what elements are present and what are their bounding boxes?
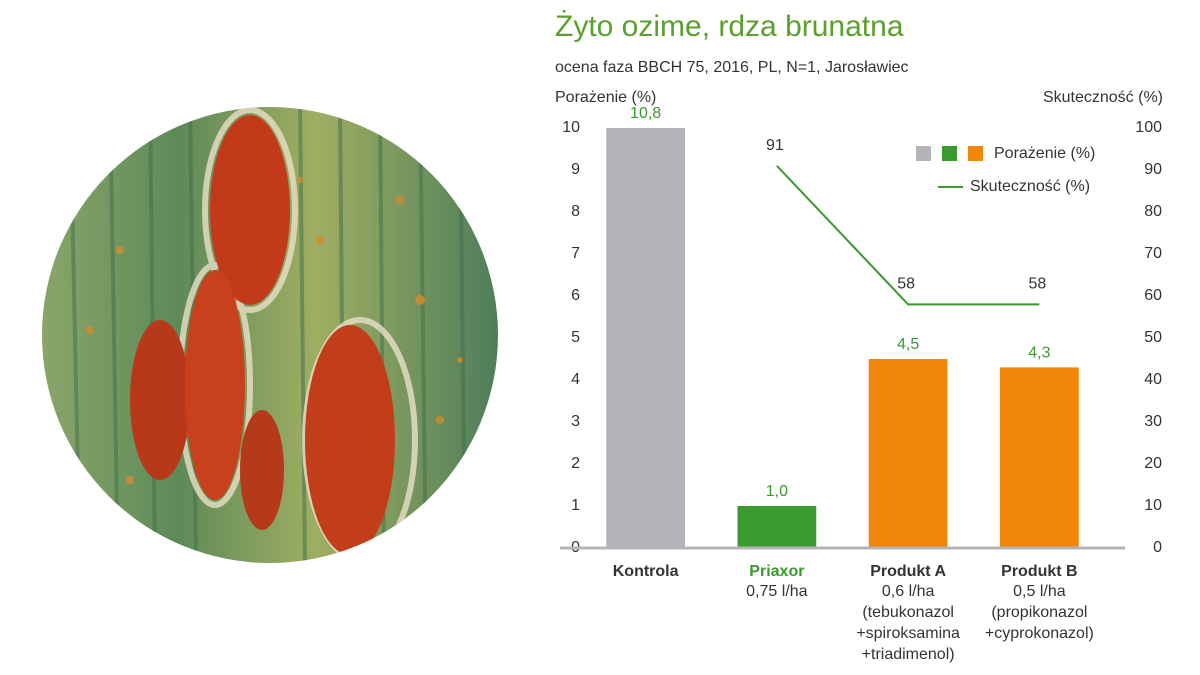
- data-label: 1,0: [766, 483, 788, 500]
- y2-tick-label: 70: [1144, 245, 1162, 262]
- y-tick-label: 6: [571, 287, 580, 304]
- line-label: 58: [897, 276, 915, 293]
- y-tick-label: 4: [571, 371, 580, 388]
- x-tick-detail: 0,75 l/ha: [746, 583, 807, 600]
- x-tick-detail: +spiroksamina: [856, 625, 960, 642]
- y-tick-label: 9: [571, 161, 580, 178]
- y-tick-label: 8: [571, 203, 580, 220]
- y-tick-label: 5: [571, 329, 580, 346]
- bar: [1000, 367, 1079, 548]
- y-axis-label: Porażenie (%): [555, 89, 656, 106]
- y-tick-label: 1: [571, 497, 580, 514]
- bar: [606, 128, 685, 549]
- x-tick-detail: +cyprokonazol): [985, 625, 1094, 642]
- x-tick-detail: 0,5 l/ha: [1013, 583, 1066, 600]
- data-label: 10,8: [630, 105, 661, 122]
- legend-label: Porażenie (%): [994, 145, 1095, 162]
- legend-swatch: [968, 146, 983, 161]
- x-tick-label: Produkt A: [870, 563, 946, 580]
- x-tick-label: Priaxor: [749, 563, 804, 580]
- y-tick-label: 7: [571, 245, 580, 262]
- y2-tick-label: 0: [1153, 539, 1162, 556]
- y2-axis-label: Skuteczność (%): [1043, 89, 1163, 106]
- legend-swatch: [942, 146, 957, 161]
- y2-tick-label: 20: [1144, 455, 1162, 472]
- line: [776, 165, 1040, 306]
- x-tick-label: Kontrola: [613, 563, 679, 580]
- leaf-photo: [42, 107, 498, 563]
- chart-subtitle: ocena faza BBCH 75, 2016, PL, N=1, Jaros…: [555, 59, 909, 76]
- x-tick-detail: (propikonazol: [991, 604, 1087, 621]
- y2-tick-label: 30: [1144, 413, 1162, 430]
- y-tick-label: 3: [571, 413, 580, 430]
- y2-tick-label: 10: [1144, 497, 1162, 514]
- y2-tick-label: 90: [1144, 161, 1162, 178]
- legend-swatch: [916, 146, 931, 161]
- chart-title: Żyto ozime, rdza brunatna: [555, 10, 904, 43]
- data-label: 4,5: [897, 336, 919, 353]
- y-tick-label: 10: [562, 119, 580, 136]
- y2-tick-label: 80: [1144, 203, 1162, 220]
- line-label: 91: [766, 137, 784, 154]
- x-tick-detail: +triadimenol): [862, 646, 955, 663]
- plot-area: [606, 128, 1079, 549]
- legend-label: Skuteczność (%): [970, 178, 1090, 195]
- bar: [737, 506, 817, 548]
- x-tick-detail: (tebukonazol: [862, 604, 954, 621]
- x-tick-label: Produkt B: [1001, 563, 1077, 580]
- y2-tick-label: 50: [1144, 329, 1162, 346]
- x-tick-detail: 0,6 l/ha: [882, 583, 935, 600]
- y-tick-label: 2: [571, 455, 580, 472]
- data-label: 4,3: [1028, 345, 1050, 362]
- y2-tick-label: 40: [1144, 371, 1162, 388]
- y2-tick-label: 60: [1144, 287, 1162, 304]
- y2-tick-label: 100: [1135, 119, 1162, 136]
- line-label: 58: [1028, 276, 1046, 293]
- bar: [868, 359, 948, 548]
